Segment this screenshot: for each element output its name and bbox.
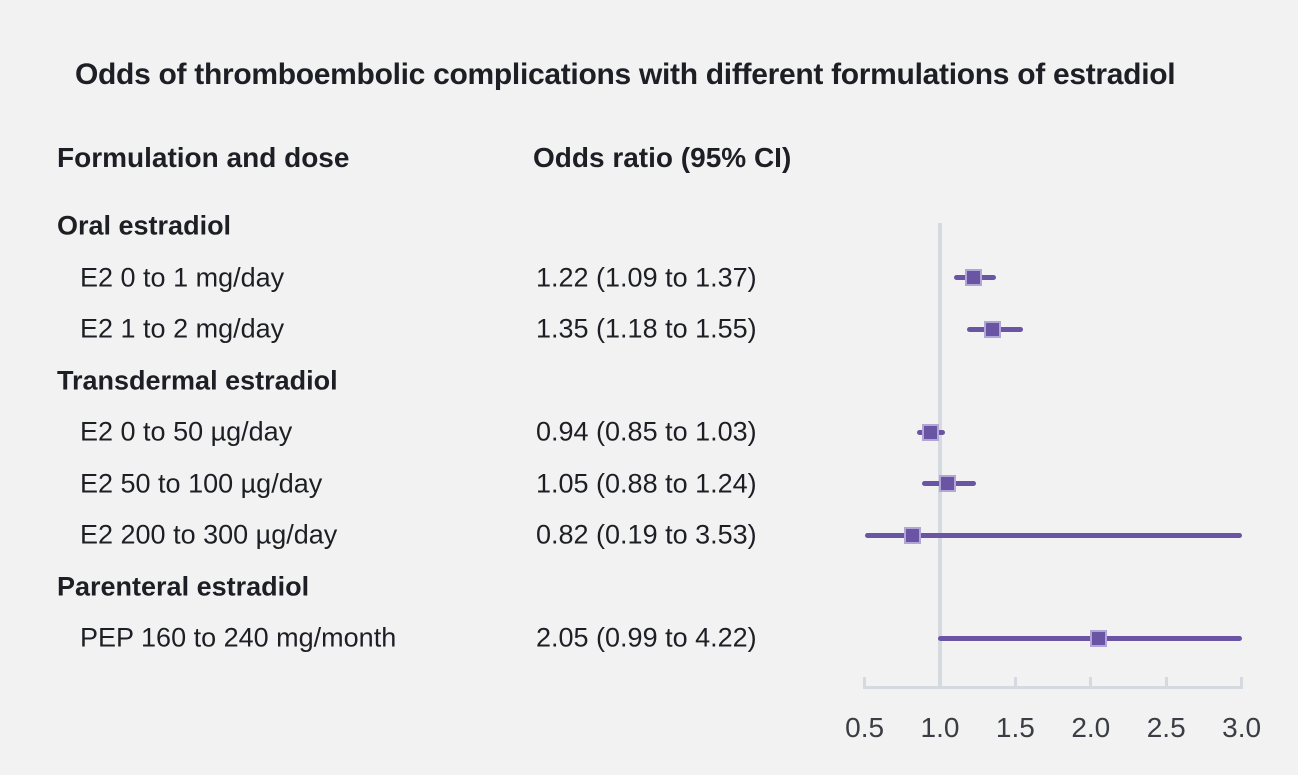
column-header-formulation: Formulation and dose [57, 142, 350, 173]
axis-tick [863, 677, 867, 688]
or-marker [939, 475, 957, 492]
axis-tick-label: 2.0 [1071, 712, 1111, 743]
or-marker [922, 423, 940, 441]
axis-tick-label: 2.5 [1146, 712, 1186, 743]
column-header-odds-ratio: Odds ratio (95% CI) [533, 142, 792, 173]
axis-tick-label: 1.0 [920, 712, 960, 743]
group-header: Parenteral estradiol [57, 571, 310, 601]
row-or-value: 1.22 (1.09 to 1.37) [536, 262, 757, 292]
row-label: E2 200 to 300 µg/day [80, 519, 338, 550]
row-label: E2 50 to 100 µg/day [80, 468, 323, 498]
reference-line [938, 223, 942, 689]
axis-tick-label: 1.5 [995, 712, 1035, 743]
or-marker [904, 526, 922, 544]
axis-tick [1164, 677, 1168, 688]
ci-line [864, 532, 1242, 538]
group-header: Oral estradiol [57, 210, 232, 241]
group-header: Transdermal estradiol [57, 365, 338, 395]
figure-title: Odds of thromboembolic complications wit… [75, 58, 1176, 91]
axis-tick [938, 677, 942, 688]
row-or-value: 2.05 (0.99 to 4.22) [536, 622, 757, 653]
row-or-value: 0.94 (0.85 to 1.03) [536, 416, 757, 447]
axis-tick [1240, 677, 1244, 688]
row-or-value: 1.05 (0.88 to 1.24) [536, 468, 757, 498]
axis-tick-label: 0.5 [845, 712, 885, 743]
row-label: E2 0 to 50 µg/day [80, 416, 293, 447]
row-label: E2 1 to 2 mg/day [80, 313, 285, 344]
or-marker [1089, 629, 1107, 647]
x-axis-line [863, 686, 1244, 689]
axis-tick [1089, 677, 1093, 688]
or-marker [964, 269, 982, 286]
axis-tick [1013, 677, 1017, 688]
row-label: E2 0 to 1 mg/day [80, 262, 285, 292]
row-or-value: 0.82 (0.19 to 3.53) [536, 519, 757, 550]
or-marker [984, 320, 1002, 338]
row-or-value: 1.35 (1.18 to 1.55) [536, 313, 757, 344]
axis-tick-label: 3.0 [1222, 712, 1262, 743]
row-label: PEP 160 to 240 mg/month [80, 622, 397, 653]
